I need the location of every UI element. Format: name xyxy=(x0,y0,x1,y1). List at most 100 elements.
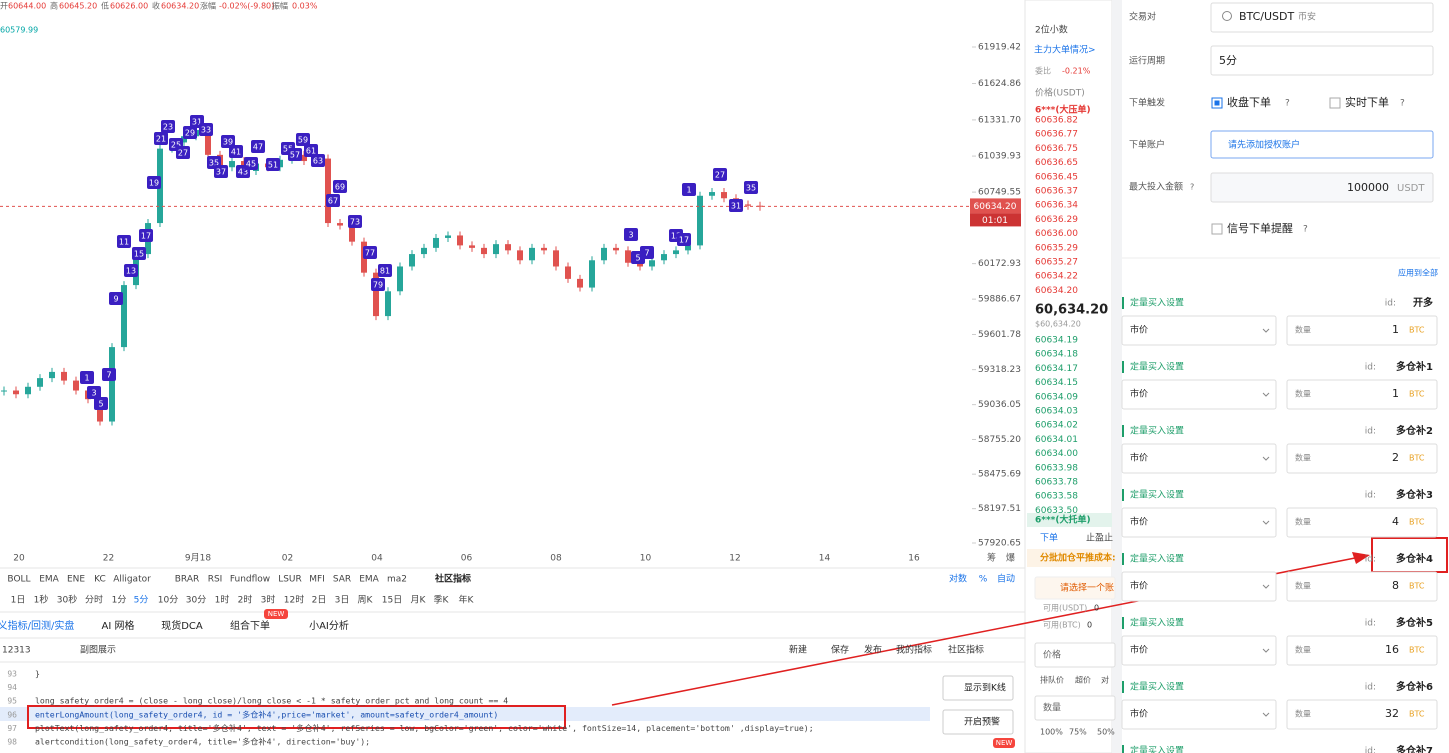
account-select[interactable] xyxy=(1034,576,1116,600)
indicator[interactable]: ENE xyxy=(67,575,85,585)
timeframe[interactable]: 12时 xyxy=(284,594,304,606)
qty-input[interactable] xyxy=(1286,571,1438,602)
timeframe[interactable]: 3时 xyxy=(261,594,276,606)
type-select[interactable] xyxy=(1121,443,1277,474)
pct-option[interactable]: 100% xyxy=(1040,728,1063,737)
timeframe[interactable]: 5分 xyxy=(134,595,149,606)
indicator[interactable]: SAR xyxy=(333,575,351,585)
timeframe[interactable]: 1日 xyxy=(11,595,26,606)
button[interactable] xyxy=(942,709,1014,735)
tab[interactable]: 小AI分析 xyxy=(309,619,349,632)
timeframe[interactable]: 季K xyxy=(434,594,450,606)
timeframe[interactable]: 15日 xyxy=(382,595,402,606)
button[interactable] xyxy=(942,675,1014,701)
indicator[interactable]: EMA xyxy=(39,575,59,585)
editor-action[interactable]: 社区指标 xyxy=(948,644,984,656)
apply-all[interactable]: 应用到全部 xyxy=(1398,268,1438,278)
qty-unit: BTC xyxy=(1409,582,1425,591)
indicator[interactable]: BOLL xyxy=(7,575,30,585)
indicator[interactable]: EMA xyxy=(359,575,379,585)
help-icon[interactable]: ? xyxy=(1285,99,1290,109)
price-input[interactable] xyxy=(1034,642,1116,668)
section-bar xyxy=(1122,297,1124,309)
qty-input[interactable] xyxy=(1286,635,1438,666)
price-tag xyxy=(970,198,1021,214)
checkbox[interactable] xyxy=(1329,97,1341,109)
editor-action[interactable]: 保存 xyxy=(831,644,849,656)
timeframe[interactable]: 1时 xyxy=(215,594,230,606)
indicator[interactable]: MFI xyxy=(309,575,325,585)
timeframe[interactable]: 年K xyxy=(459,594,475,606)
timeframe[interactable]: 3日 xyxy=(335,595,350,606)
max-input[interactable] xyxy=(1210,172,1434,203)
y-tick-label: 58755.20 xyxy=(978,435,1021,445)
indicator[interactable]: Alligator xyxy=(113,575,151,585)
scale-option[interactable]: 对数 xyxy=(949,573,967,585)
scale-option[interactable]: 自动 xyxy=(997,573,1015,585)
qty-input[interactable] xyxy=(1034,695,1116,721)
indicator[interactable]: Fundflow xyxy=(230,575,270,585)
editor-action[interactable]: 发布 xyxy=(864,644,882,656)
signal-label: 43 xyxy=(238,168,248,177)
timeframe[interactable]: 2日 xyxy=(312,595,327,606)
price-option[interactable]: 对 xyxy=(1101,675,1109,685)
type-select[interactable] xyxy=(1121,315,1277,346)
community-indicators[interactable]: 社区指标 xyxy=(434,573,471,585)
timeframe[interactable]: 1分 xyxy=(112,595,127,606)
tab[interactable]: AI 网格 xyxy=(102,619,135,632)
qty-input[interactable] xyxy=(1286,379,1438,410)
trade-tab[interactable]: 下单 xyxy=(1040,532,1058,544)
timeframe[interactable]: 1秒 xyxy=(34,594,49,606)
indicator[interactable]: RSI xyxy=(208,575,223,585)
qty-input[interactable] xyxy=(1286,443,1438,474)
period-select[interactable] xyxy=(1210,45,1434,76)
indicator[interactable]: LSUR xyxy=(278,575,302,585)
type-select[interactable] xyxy=(1121,699,1277,730)
qty-input[interactable] xyxy=(1286,315,1438,346)
tab[interactable]: 现货DCA xyxy=(161,619,203,632)
tab[interactable]: 组合下单 xyxy=(230,619,270,632)
pct-option[interactable]: 75% xyxy=(1069,728,1087,737)
indicator[interactable]: BRAR xyxy=(175,575,199,585)
trade-tab[interactable]: 止盈止 xyxy=(1086,532,1113,544)
type-select[interactable] xyxy=(1121,507,1277,538)
account-box[interactable] xyxy=(1210,130,1434,159)
editor-action[interactable]: 新建 xyxy=(789,644,807,656)
price-option[interactable]: 排队价 xyxy=(1040,675,1064,685)
pair-input[interactable] xyxy=(1210,2,1434,33)
bid-wall: 6***(大托单) xyxy=(1035,514,1091,526)
timeframe[interactable]: 周K xyxy=(358,595,374,606)
type-select[interactable] xyxy=(1121,379,1277,410)
timeframe[interactable]: 2时 xyxy=(238,594,253,606)
big-orders-link[interactable]: 主力大单情况> xyxy=(1034,44,1096,56)
decimals-select[interactable]: 2位小数 xyxy=(1035,24,1068,36)
qty-input[interactable] xyxy=(1286,507,1438,538)
editor-action[interactable]: 我的指标 xyxy=(896,644,932,656)
timeframe[interactable]: 30分 xyxy=(186,595,206,606)
timeframe[interactable]: 分时 xyxy=(85,594,103,606)
help-icon[interactable]: ? xyxy=(1303,225,1308,235)
tab[interactable]: 义指标/回测/实盘 xyxy=(0,619,74,632)
qty-input[interactable] xyxy=(1286,699,1438,730)
timeframe[interactable]: 30秒 xyxy=(57,594,77,606)
indicator[interactable]: ma2 xyxy=(387,575,407,585)
indicator[interactable]: KC xyxy=(94,575,106,585)
signal-label: 5 xyxy=(98,400,103,409)
y-tick-label: 60172.93 xyxy=(978,259,1021,269)
price-option[interactable]: 超价 xyxy=(1075,675,1091,685)
scale-option[interactable]: % xyxy=(979,575,988,585)
subview-select[interactable]: 副图展示 xyxy=(80,645,116,656)
help-icon[interactable]: ? xyxy=(1400,99,1405,109)
help-icon[interactable]: ? xyxy=(1190,183,1194,192)
code-line: alertcondition(long_safety_order4, title… xyxy=(35,737,370,747)
timeframe[interactable]: 月K xyxy=(411,595,427,606)
pct-option[interactable]: 50% xyxy=(1097,728,1115,737)
side-icon[interactable]: 筹 xyxy=(987,552,996,564)
timeframe[interactable]: 10分 xyxy=(158,595,178,606)
checkbox[interactable] xyxy=(1211,223,1223,235)
signal-label: 29 xyxy=(185,129,195,138)
type-select[interactable] xyxy=(1121,571,1277,602)
exchange: 币安 xyxy=(1298,11,1316,23)
type-select[interactable] xyxy=(1121,635,1277,666)
side-icon[interactable]: 爆 xyxy=(1006,552,1015,564)
